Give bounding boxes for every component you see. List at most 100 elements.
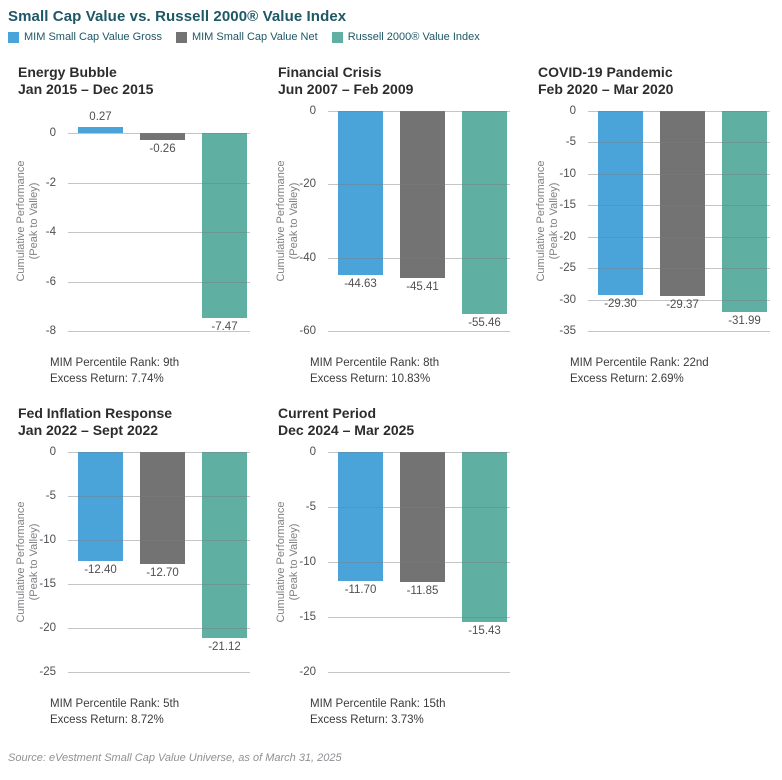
chart-subtitle: Dec 2024 – Mar 2025 [278, 422, 415, 438]
bar-gross [338, 111, 383, 275]
y-tick-label: -60 [299, 325, 316, 337]
chart-title: Current Period [278, 405, 377, 421]
y-tick-label: 0 [309, 105, 316, 117]
gridline [588, 205, 770, 207]
excess-return: Excess Return: 2.69% [570, 373, 684, 385]
legend-item-net: MIM Small Cap Value Net [175, 31, 318, 43]
gridline [68, 628, 250, 629]
bar-value-label: -11.70 [344, 583, 377, 596]
bar-value-label: -55.46 [468, 317, 501, 330]
y-tick-label: -20 [299, 178, 316, 191]
chart-plot-area: Cumulative Performance (Peak to Valley) … [275, 105, 528, 337]
gridline [328, 617, 510, 618]
chart-plot-area: Cumulative Performance (Peak to Valley) … [15, 446, 268, 678]
excess-return: Excess Return: 8.72% [50, 714, 164, 726]
gridline [588, 268, 770, 270]
gridline [68, 672, 250, 673]
bar-value-label: 0.27 [89, 110, 112, 123]
y-axis-ticks: 0 -5 -10 -15 -20 -25 [18, 446, 62, 678]
bar-value-label: -29.30 [604, 298, 637, 311]
bar-gross [598, 111, 643, 296]
plot: -12.40 -12.70 -21.12 [68, 452, 250, 673]
percentile-rank: MIM Percentile Rank: 15th [310, 698, 446, 710]
bar-index [202, 133, 247, 318]
legend-label-gross: MIM Small Cap Value Gross [24, 31, 162, 43]
excess-return: Excess Return: 7.74% [50, 373, 164, 385]
legend-item-gross: MIM Small Cap Value Gross [8, 31, 162, 43]
gridline [328, 672, 510, 673]
plot: -29.30 -29.37 -31.99 [588, 111, 770, 332]
chart-note: MIM Percentile Rank: 8th Excess Return: … [310, 355, 528, 387]
y-tick-label: -20 [39, 622, 56, 634]
page-title: Small Cap Value vs. Russell 2000® Value … [8, 8, 347, 25]
y-tick-label: -35 [559, 325, 576, 337]
bar-net [660, 111, 705, 296]
bar-value-label: -29.37 [666, 298, 699, 311]
gridline [328, 507, 510, 508]
percentile-rank: MIM Percentile Rank: 5th [50, 698, 180, 710]
index-swatch-icon [331, 31, 343, 43]
gridline [68, 331, 250, 332]
chart-note: MIM Percentile Rank: 5th Excess Return: … [50, 696, 268, 728]
bar-net [400, 452, 445, 583]
gridline [328, 111, 510, 112]
net-swatch-icon [175, 31, 187, 43]
y-tick-label: 0 [569, 105, 576, 117]
gridline [328, 331, 510, 332]
y-tick-label: -10 [299, 556, 316, 568]
bar-net [140, 133, 185, 140]
chart-plot-area: Cumulative Performance (Peak to Valley) … [535, 105, 782, 337]
bar-value-label: -45.41 [406, 280, 439, 293]
gridline [588, 142, 770, 144]
bar-value-label: -12.70 [146, 566, 179, 579]
gridline [588, 173, 770, 175]
bar-value-label: -7.47 [211, 320, 238, 333]
y-tick-label: -15 [39, 578, 56, 590]
chart-title: Financial Crisis [278, 64, 382, 80]
y-tick-label: -5 [305, 501, 316, 513]
bar-value-label: -0.26 [149, 142, 176, 155]
gridline [68, 133, 250, 135]
gridline [328, 452, 510, 453]
bar-index [722, 111, 767, 313]
gridline [68, 584, 250, 585]
percentile-rank: MIM Percentile Rank: 8th [310, 357, 440, 369]
bar-net [400, 111, 445, 278]
gridline [588, 299, 770, 301]
bar-value-label: -31.99 [728, 315, 761, 328]
gridline [328, 184, 510, 186]
y-axis-ticks: 0 -5 -10 -15 -20 [278, 446, 322, 678]
chart-note: MIM Percentile Rank: 9th Excess Return: … [50, 355, 268, 387]
gridline [588, 236, 770, 238]
y-tick-label: -4 [45, 226, 56, 239]
bar-index [462, 111, 507, 315]
charts-grid: Energy Bubble Jan 2015 – Dec 2015 Cumula… [8, 64, 782, 728]
legend-label-index: Russell 2000® Value Index [347, 31, 480, 43]
bar-value-label: -11.85 [406, 585, 439, 598]
y-axis-ticks: 0 -20 -40 -60 [278, 105, 322, 337]
y-tick-label: 0 [309, 446, 316, 458]
bar-gross [78, 126, 123, 134]
chart-title: Energy Bubble [18, 64, 117, 80]
y-tick-label: -6 [45, 275, 56, 288]
report-figure: Small Cap Value vs. Russell 2000® Value … [8, 8, 782, 764]
y-tick-label: -2 [45, 176, 56, 189]
chart-energy-bubble: Energy Bubble Jan 2015 – Dec 2015 Cumula… [8, 64, 268, 387]
bar-net [140, 452, 185, 564]
y-axis-ticks: 0 -2 -4 -6 -8 [18, 111, 62, 337]
chart-subtitle: Jan 2015 – Dec 2015 [18, 81, 154, 97]
chart-title: COVID-19 Pandemic [538, 64, 673, 80]
y-tick-label: -20 [559, 230, 576, 243]
bar-value-label: -21.12 [208, 640, 241, 653]
legend-label-net: MIM Small Cap Value Net [191, 31, 318, 43]
y-tick-label: -5 [565, 136, 576, 149]
gridline [588, 111, 770, 112]
gridline [68, 496, 250, 497]
y-tick-label: -8 [45, 325, 56, 337]
chart-title: Fed Inflation Response [18, 405, 173, 421]
percentile-rank: MIM Percentile Rank: 22nd [570, 357, 709, 369]
y-tick-label: -15 [559, 199, 576, 212]
plot: -11.70 -11.85 -15.43 [328, 452, 510, 673]
bar-index [462, 452, 507, 622]
excess-return: Excess Return: 10.83% [310, 373, 431, 385]
